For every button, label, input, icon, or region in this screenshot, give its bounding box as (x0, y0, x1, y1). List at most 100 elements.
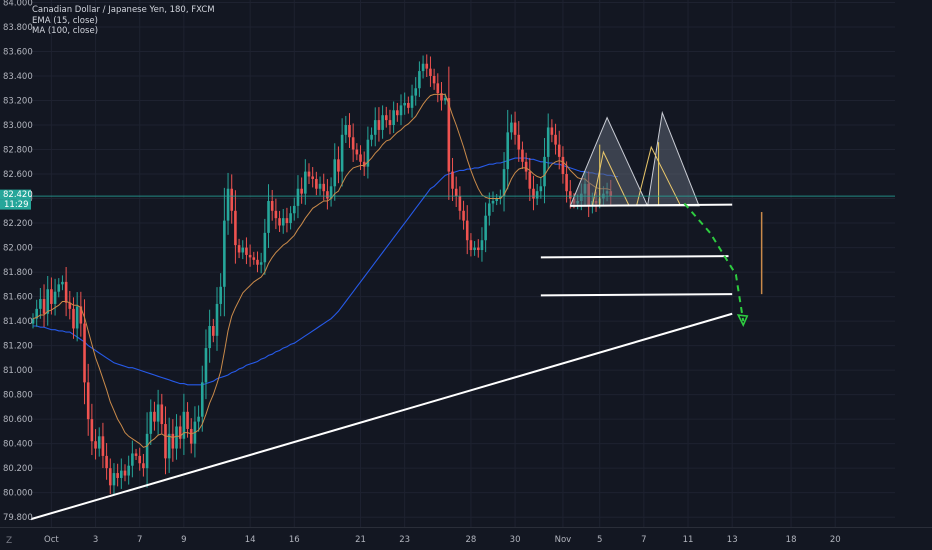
candle-up (112, 473, 116, 486)
price-tick-label: 82.600 (3, 170, 33, 180)
ema-legend-label[interactable]: EMA (15, close) (32, 15, 98, 26)
price-timer-bg (0, 199, 31, 210)
candle-up (414, 88, 418, 96)
time-tick-label: 5 (597, 535, 602, 545)
pattern-right-inner[interactable] (636, 145, 682, 207)
price-tag-value: 82.420 (3, 190, 33, 200)
candle-down (554, 134, 557, 145)
price-axis[interactable]: 84.000 83.800 83.600 83.400 83.200 83.000 82.8… (0, 0, 33, 527)
candle-down (462, 210, 465, 221)
time-tick-label: 23 (399, 535, 410, 545)
candle-down (532, 188, 535, 199)
neckline[interactable] (570, 203, 733, 207)
candle-up (333, 159, 337, 187)
price-tick-label: 79.800 (3, 513, 33, 523)
candle-up (340, 134, 344, 172)
candle-up (473, 247, 476, 251)
candle-down (557, 144, 561, 157)
time-axis-bg (0, 527, 932, 550)
candle-up (35, 308, 38, 319)
main-trendline[interactable] (29, 312, 733, 521)
candle-up (495, 198, 498, 201)
candle-down (300, 188, 303, 194)
candle-up (145, 433, 149, 469)
candle-down (465, 220, 469, 241)
projection-path[interactable] (683, 202, 745, 322)
candle-up (53, 291, 57, 304)
candle-up (329, 186, 333, 199)
candle-up (381, 115, 384, 130)
candle-up (510, 122, 513, 133)
candle-down (90, 419, 94, 442)
candle-down (432, 75, 436, 84)
candle-down (388, 120, 392, 126)
candle-up (175, 426, 178, 449)
candle-down (355, 149, 359, 155)
candle-up (31, 318, 35, 324)
pattern-left-inner[interactable] (591, 150, 630, 207)
price-tick-label: 81.800 (3, 268, 33, 278)
candle-up (156, 404, 160, 422)
candle-down (565, 174, 568, 192)
candle-up (61, 281, 64, 285)
candle-up (296, 188, 300, 206)
candle-down (550, 127, 554, 135)
candle-down (440, 93, 443, 101)
candle-up (418, 71, 421, 89)
candle-up (318, 183, 322, 189)
candle-up (484, 215, 487, 241)
candle-down (517, 134, 521, 150)
candle-down (256, 259, 259, 265)
drawings[interactable] (29, 110, 763, 521)
candle-up (131, 453, 134, 466)
candle-down (101, 436, 105, 456)
price-tick-label: 80.600 (3, 415, 33, 425)
support-line-2[interactable] (540, 293, 733, 297)
timezone-corner-label[interactable]: Z (6, 536, 13, 546)
candle-down (274, 210, 278, 219)
candle-down (178, 426, 182, 439)
candle-down (134, 453, 138, 456)
candle-down (252, 257, 256, 260)
candle-down (458, 196, 462, 211)
chart-legend: Canadian Dollar / Japanese Yen, 180, FXC… (32, 5, 215, 37)
candle-up (281, 218, 285, 226)
time-tick-label: 7 (641, 535, 646, 545)
candle-down (476, 247, 480, 251)
candle-up (480, 240, 484, 251)
candle-down (359, 154, 362, 162)
ma-100-path (33, 157, 619, 386)
candle-down (230, 188, 234, 211)
candle-up (127, 465, 130, 476)
candle-down (153, 411, 156, 422)
symbol-title[interactable]: Canadian Dollar / Japanese Yen, 180, FXC… (32, 5, 215, 15)
candle-down (248, 254, 252, 258)
candle-up (535, 191, 539, 199)
candle-up (491, 200, 495, 204)
support-line-1[interactable] (540, 255, 729, 259)
candle-up (223, 220, 226, 287)
candle-down (285, 218, 289, 224)
candle-down (528, 171, 532, 189)
candle-down (245, 247, 248, 255)
candle-down (186, 411, 189, 429)
candle-down (72, 308, 75, 329)
candle-up (289, 213, 292, 224)
time-axis[interactable]: Oct 3 7 9 14 16 21 23 28 30 Nov 5 7 11 13 18 20 (0, 527, 932, 550)
candle-down (105, 455, 108, 469)
time-tick-label: 18 (786, 535, 797, 545)
candle-up (392, 110, 395, 126)
candle-down (436, 83, 440, 94)
candle-up (421, 63, 425, 72)
candle-up (120, 470, 123, 478)
candle-up (215, 303, 219, 336)
projection-arrowhead[interactable] (736, 314, 749, 327)
candle-up (241, 247, 245, 253)
time-tick-label: 16 (289, 535, 300, 545)
candle-down (94, 441, 97, 449)
candle-down (384, 115, 388, 121)
candle-down (407, 102, 410, 108)
price-tick-label: 83.600 (3, 47, 33, 57)
ma-legend-label[interactable]: MA (100, close) (32, 26, 99, 36)
